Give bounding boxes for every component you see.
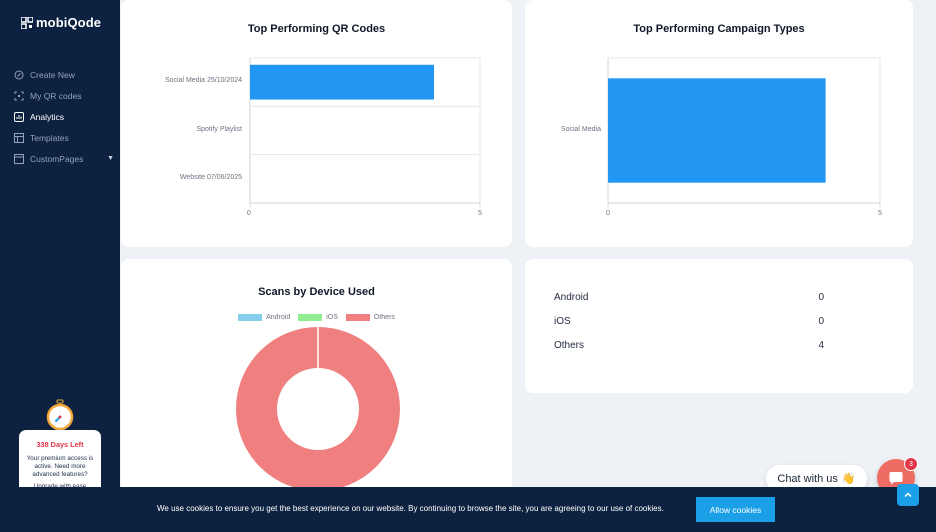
upgrade-link[interactable]: Upgrade with ease <box>19 483 101 490</box>
stat-value: 0 <box>818 316 824 327</box>
scroll-to-top-button[interactable] <box>897 484 919 506</box>
sidebar-item-label: Templates <box>30 132 69 143</box>
legend-swatch <box>345 314 370 321</box>
sidebar-nav: Create New My QR codes Analytics Templat… <box>0 64 120 169</box>
brand-name: mobiQode <box>36 15 102 30</box>
sidebar-item-label: Analytics <box>30 111 65 122</box>
sidebar-item-label: My QR codes <box>30 90 82 101</box>
stat-label: Android <box>554 292 589 303</box>
category-label: Website 07/06/2025 <box>179 174 242 181</box>
x-tick-label: 0 <box>606 210 610 217</box>
campaign-types-chart-card: Top Performing Campaign Types Social Med… <box>525 0 913 247</box>
campaign-types-bar-chart <box>607 57 881 207</box>
stat-row-ios: iOS 0 <box>554 316 824 327</box>
chat-label: Chat with us <box>777 472 838 485</box>
brand-logo[interactable]: mobiQode <box>21 15 101 30</box>
sidebar-item-label: CustomPages <box>30 153 84 164</box>
chart-title: Top Performing Campaign Types <box>633 23 805 35</box>
sidebar: mobiQode Create New My QR codes Analytic… <box>0 0 120 532</box>
x-tick-label: 5 <box>878 210 882 217</box>
legend-label: Others <box>373 314 395 321</box>
templates-icon <box>13 132 24 143</box>
premium-promo-text: Your premium access is active. Need more… <box>26 455 94 478</box>
qr-codes-bar-chart <box>249 57 481 207</box>
bar <box>250 64 434 100</box>
device-stats-card: Android 0 iOS 0 Others 4 <box>525 259 913 393</box>
legend-item-others[interactable]: Others <box>345 314 395 321</box>
chat-unread-badge: 3 <box>904 457 918 471</box>
bar <box>608 78 826 183</box>
days-left-label: 338 Days Left <box>36 440 84 449</box>
device-doughnut-chart <box>236 327 400 491</box>
wave-icon: 👋 <box>841 473 856 485</box>
sidebar-item-analytics[interactable]: Analytics <box>0 106 120 127</box>
stopwatch-icon <box>45 399 75 436</box>
sidebar-item-templates[interactable]: Templates <box>0 127 120 148</box>
pages-icon <box>13 153 24 164</box>
legend-label: iOS <box>326 314 338 321</box>
qr-codes-chart-card: Top Performing QR Codes Social Media 25/… <box>121 0 512 247</box>
x-tick-label: 5 <box>478 210 482 217</box>
legend-swatch <box>298 314 323 321</box>
chat-icon <box>889 472 903 485</box>
sidebar-item-custompages[interactable]: CustomPages ▼ <box>0 148 120 169</box>
chart-title: Scans by Device Used <box>258 286 375 298</box>
device-chart-legend: Android iOS Others <box>121 314 512 321</box>
qr-logo-icon <box>21 16 33 29</box>
sidebar-item-label: Create New <box>30 69 75 80</box>
analytics-icon <box>13 111 24 122</box>
device-scans-chart-card: Scans by Device Used Android iOS Others <box>121 259 512 499</box>
legend-item-android[interactable]: Android <box>238 314 290 321</box>
create-icon <box>13 69 24 80</box>
stat-label: Others <box>554 340 585 351</box>
category-label: Social Media <box>560 126 601 133</box>
stat-row-others: Others 4 <box>554 340 824 351</box>
category-label: Social Media 25/10/2024 <box>164 77 242 84</box>
legend-item-ios[interactable]: iOS <box>298 314 338 321</box>
chevron-down-icon[interactable]: ▼ <box>107 155 114 162</box>
stat-row-android: Android 0 <box>554 292 824 303</box>
cookie-message: We use cookies to ensure you get the bes… <box>157 504 664 513</box>
chart-title: Top Performing QR Codes <box>247 23 386 35</box>
sidebar-item-my-qr-codes[interactable]: My QR codes <box>0 85 120 106</box>
allow-cookies-button[interactable]: Allow cookies <box>696 497 775 522</box>
category-label: Spotify Playlist <box>196 126 242 133</box>
chevron-up-icon <box>904 492 912 498</box>
legend-label: Android <box>266 314 291 321</box>
legend-swatch <box>238 314 263 321</box>
stat-value: 0 <box>818 292 824 303</box>
stat-value: 4 <box>818 340 824 351</box>
cookie-consent-bar: We use cookies to ensure you get the bes… <box>0 487 936 532</box>
sidebar-item-create-new[interactable]: Create New <box>0 64 120 85</box>
qr-icon <box>13 90 24 101</box>
x-tick-label: 0 <box>247 210 251 217</box>
stat-label: iOS <box>554 316 571 327</box>
